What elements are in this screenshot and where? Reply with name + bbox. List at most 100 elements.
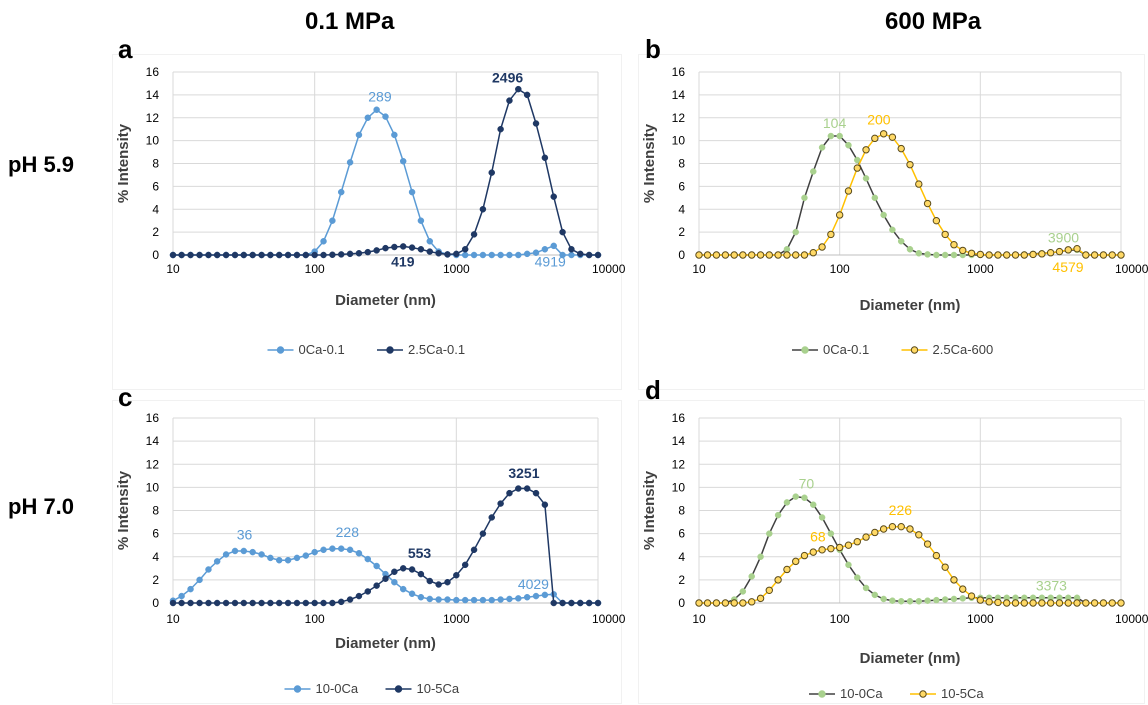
data-point xyxy=(382,575,389,582)
y-tick-label: 8 xyxy=(152,157,159,171)
data-point xyxy=(810,168,817,175)
y-tick-label: 12 xyxy=(672,457,686,471)
data-point xyxy=(879,130,888,138)
data-point xyxy=(703,599,712,607)
y-tick-label: 6 xyxy=(152,179,159,193)
data-point xyxy=(329,217,336,224)
data-point xyxy=(818,546,826,554)
data-point xyxy=(417,570,425,578)
y-tick-label: 4 xyxy=(678,550,685,564)
data-point xyxy=(845,561,852,569)
y-tick-label: 10 xyxy=(146,134,160,148)
data-point xyxy=(205,566,212,573)
data-point xyxy=(497,596,504,603)
data-point xyxy=(809,249,817,257)
data-point xyxy=(532,592,540,600)
data-point xyxy=(985,598,993,606)
data-point xyxy=(844,187,853,195)
data-point xyxy=(399,565,407,572)
data-point xyxy=(515,85,522,93)
data-point xyxy=(417,593,425,601)
data-point xyxy=(479,530,487,537)
data-point xyxy=(399,157,407,165)
data-label: 226 xyxy=(889,502,913,518)
data-point xyxy=(311,599,318,607)
data-point xyxy=(497,125,504,133)
legend-item-2.5Ca-0.1: 2.5Ca-0.1 xyxy=(377,342,465,357)
data-point xyxy=(275,599,283,607)
data-point xyxy=(827,230,835,239)
data-point xyxy=(408,188,416,196)
y-axis-title: % Intensity xyxy=(115,470,132,550)
data-point xyxy=(231,547,239,555)
data-point xyxy=(213,251,221,259)
data-point xyxy=(712,599,721,607)
y-tick-label: 4 xyxy=(152,202,159,216)
data-point xyxy=(178,251,185,259)
x-tick-label: 100 xyxy=(305,262,325,276)
data-point xyxy=(1055,599,1064,607)
data-point xyxy=(1029,250,1037,259)
legend-item-10-5Ca: 10-5Ca xyxy=(385,681,460,696)
data-point xyxy=(976,250,985,259)
data-point xyxy=(933,596,940,604)
data-point xyxy=(346,250,354,258)
x-tick-label: 10 xyxy=(692,262,706,276)
legend-item-10-0Ca: 10-0Ca xyxy=(809,686,883,701)
data-point xyxy=(364,555,372,563)
data-point xyxy=(391,243,398,251)
data-point xyxy=(1099,251,1108,259)
data-point xyxy=(845,141,852,149)
data-point xyxy=(950,576,958,584)
data-point xyxy=(488,169,495,176)
data-point xyxy=(302,552,310,559)
data-point xyxy=(950,595,958,603)
data-point xyxy=(853,164,861,172)
data-point xyxy=(169,599,177,607)
data-point xyxy=(541,501,549,508)
data-point xyxy=(213,558,221,565)
y-tick-label: 0 xyxy=(152,248,159,262)
column-header-600mpa: 600 MPa xyxy=(885,8,982,35)
data-point xyxy=(196,599,203,607)
data-label: 200 xyxy=(867,112,891,128)
data-point xyxy=(1003,251,1011,259)
data-point xyxy=(187,251,194,259)
data-point xyxy=(880,595,887,603)
data-point xyxy=(382,244,389,252)
data-point xyxy=(827,530,835,537)
data-point xyxy=(1082,251,1090,259)
data-point xyxy=(267,599,274,607)
data-point xyxy=(897,144,905,153)
data-point xyxy=(364,114,372,121)
data-point xyxy=(703,251,712,259)
data-point xyxy=(426,577,434,585)
panel-letter-a: a xyxy=(118,34,133,64)
data-point xyxy=(800,551,809,560)
y-tick-label: 8 xyxy=(678,504,685,518)
data-point xyxy=(515,251,522,259)
data-point xyxy=(453,572,460,579)
data-point xyxy=(568,599,575,607)
data-point xyxy=(453,250,460,258)
data-point xyxy=(1090,251,1099,259)
data-label: 68 xyxy=(810,529,826,545)
y-tick-label: 2 xyxy=(678,225,685,239)
data-point xyxy=(1117,251,1125,259)
data-point xyxy=(967,249,976,257)
data-point xyxy=(818,144,826,151)
data-point xyxy=(346,546,354,554)
data-point xyxy=(497,251,504,259)
data-point xyxy=(1046,599,1055,607)
data-point xyxy=(320,546,327,554)
legend-label: 10-0Ca xyxy=(840,686,883,701)
data-point xyxy=(712,251,721,259)
x-axis-title: Diameter (nm) xyxy=(860,650,961,667)
y-tick-label: 12 xyxy=(672,111,686,125)
legend-item-0Ca-0.1: 0Ca-0.1 xyxy=(267,342,345,357)
data-point xyxy=(933,251,940,259)
data-point xyxy=(258,251,265,259)
data-point xyxy=(488,596,495,604)
data-point xyxy=(523,91,531,99)
